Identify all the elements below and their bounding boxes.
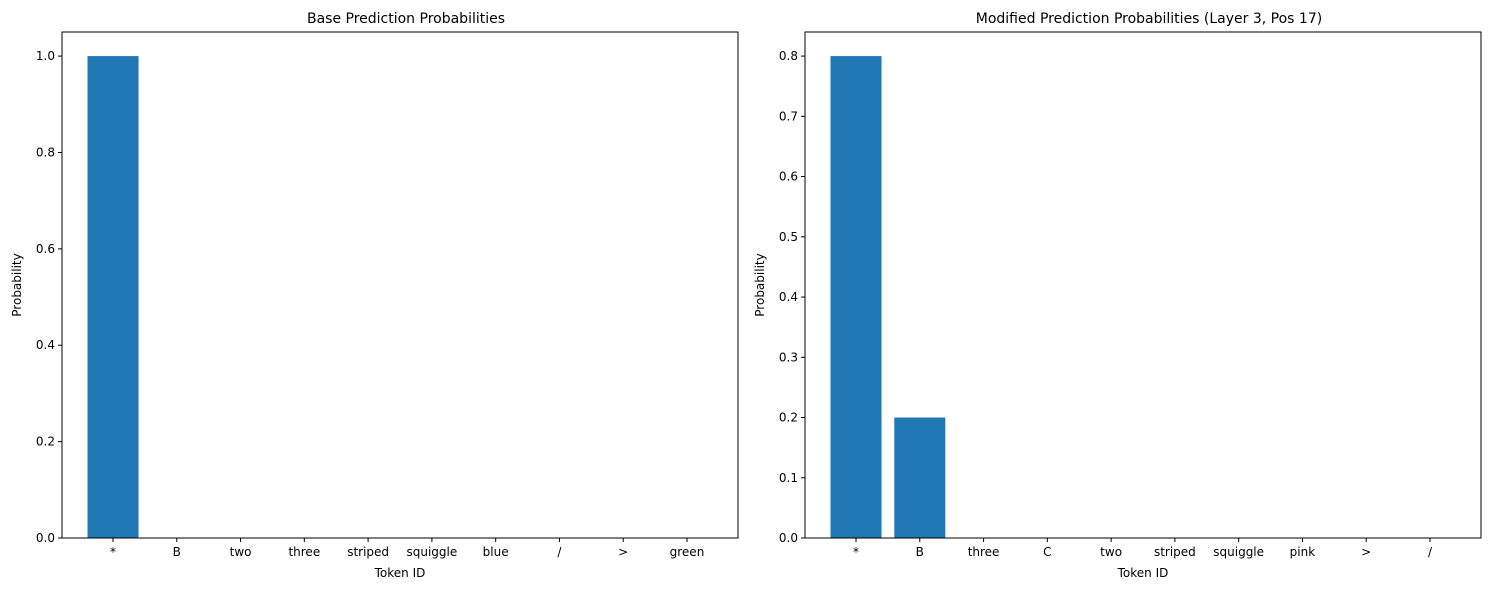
x-tick-label: three [968,545,1000,559]
x-tick-label: two [230,545,252,559]
y-tick-label: 0.8 [36,145,55,159]
chart-title: Modified Prediction Probabilities (Layer… [976,11,1322,27]
y-tick-label: 0.0 [36,531,55,545]
axes-frame [804,31,1482,539]
y-tick-label: 1.0 [36,49,55,63]
y-tick-label: 0.4 [36,338,55,352]
x-tick-label: striped [347,545,389,559]
x-tick-label: three [288,545,320,559]
x-tick-label: two [1100,545,1122,559]
y-axis-label: Probability [753,253,767,316]
x-tick-label: > [618,545,628,559]
y-tick-label: 0.2 [36,435,55,449]
chart-modified-prediction: Modified Prediction Probabilities (Layer… [753,11,1482,580]
y-ticks: 0.0 0.1 0.2 0.3 0.4 0.5 0.6 0.7 0.8 [779,49,805,545]
bar-group [87,56,139,538]
bar-1 [894,417,946,538]
y-tick-label: 0.3 [779,350,798,364]
x-tick-label: green [670,545,705,559]
axes-frame [61,31,739,539]
y-tick-label: 0.0 [779,531,798,545]
y-tick-label: 0.4 [779,290,798,304]
y-ticks: 0.0 0.2 0.4 0.6 0.8 1.0 [36,49,62,545]
x-tick-label: > [1361,545,1371,559]
y-tick-label: 0.6 [36,242,55,256]
x-tick-label: pink [1290,545,1316,559]
x-tick-label: * [853,545,859,559]
y-tick-label: 0.8 [779,49,798,63]
x-tick-label: squiggle [407,545,458,559]
chart-title: Base Prediction Probabilities [307,11,505,27]
x-tick-label: striped [1154,545,1196,559]
x-tick-label: B [173,545,181,559]
x-axis-label: Token ID [1117,566,1169,580]
y-tick-label: 0.2 [779,411,798,425]
x-axis-label: Token ID [374,566,426,580]
x-tick-label: blue [483,545,509,559]
y-tick-label: 0.6 [779,170,798,184]
x-tick-label: C [1043,545,1051,559]
bar-group [830,56,946,538]
x-tick-label: * [110,545,116,559]
bar-0 [830,56,882,538]
x-tick-label: / [1428,545,1433,559]
x-tick-label: B [916,545,924,559]
y-tick-label: 0.1 [779,471,798,485]
y-tick-label: 0.5 [779,230,798,244]
y-tick-label: 0.7 [779,109,798,123]
bar-0 [87,56,139,538]
x-tick-label: squiggle [1213,545,1264,559]
y-axis-label: Probability [10,253,24,316]
x-tick-label: / [557,545,562,559]
